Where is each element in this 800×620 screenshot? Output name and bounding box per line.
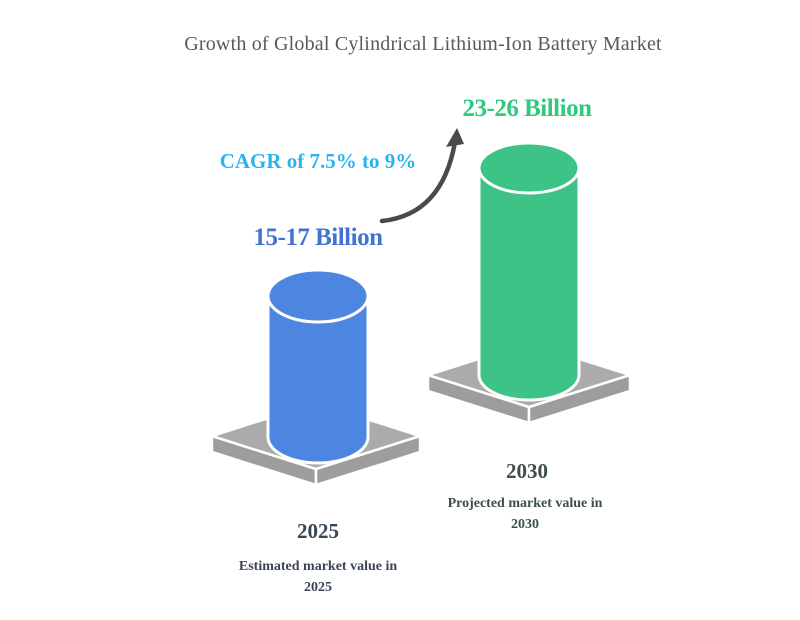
cagr-annotation: CAGR of 7.5% to 9% bbox=[219, 149, 417, 173]
bar-2030-cylinder-top bbox=[477, 141, 581, 195]
chart-title: Growth of Global Cylindrical Lithium-Ion… bbox=[184, 33, 662, 55]
bar-2025-cylinder bbox=[266, 268, 370, 465]
growth-arrow-head bbox=[446, 128, 464, 147]
value-label-2030: 23-26 Billion bbox=[462, 95, 592, 122]
caption-2030: Projected market value in 2030 bbox=[448, 493, 603, 535]
year-label-2030: 2030 bbox=[506, 459, 548, 483]
bar-2025-cylinder-body bbox=[266, 294, 370, 465]
caption-2030-line1: Projected market value in bbox=[447, 496, 603, 511]
growth-arrow-curve bbox=[379, 139, 458, 224]
caption-2030-line2: 2030 bbox=[511, 517, 539, 532]
caption-2025-line1: Estimated market value in bbox=[238, 559, 398, 574]
bar-2030-cylinder bbox=[477, 141, 581, 402]
value-label-2025: 15-17 Billion bbox=[253, 224, 383, 251]
bar-2025-cylinder-top bbox=[266, 268, 370, 324]
year-label-2025: 2025 bbox=[297, 519, 339, 543]
caption-2025: Estimated market value in 2025 bbox=[239, 556, 397, 598]
growth-arrow-icon bbox=[379, 128, 464, 224]
bar-2030-cylinder-body bbox=[477, 166, 581, 402]
caption-2025-line2: 2025 bbox=[303, 580, 332, 595]
